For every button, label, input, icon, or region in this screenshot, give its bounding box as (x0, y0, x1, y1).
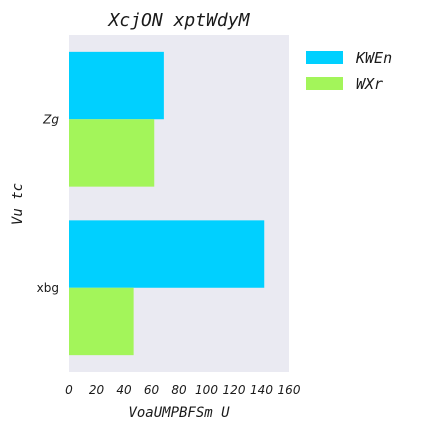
bar-WXr-xbg (69, 287, 134, 356)
x-tick-label: 140 (250, 383, 273, 397)
x-tick-label: 60 (144, 383, 160, 397)
y-axis-label: Vu tc (10, 183, 26, 225)
chart-title: XcjON xptWdyM (107, 10, 251, 31)
legend-swatch-KWEn (306, 51, 343, 64)
bar-KWEn-Zg (69, 51, 164, 120)
bar-KWEn-xbg (69, 220, 265, 288)
x-tick-label: 160 (278, 383, 301, 397)
legend-label-WXr: WXr (356, 75, 383, 93)
x-tick-label: 120 (223, 383, 246, 397)
x-tick-label: 80 (171, 383, 187, 397)
legend-swatch-WXr (306, 77, 343, 90)
bars-layer (69, 51, 265, 356)
y-tick-label: Zg (42, 112, 59, 126)
y-tick-label: xbg (37, 281, 59, 295)
legend: KWEn WXr (306, 49, 392, 93)
legend-label-KWEn: KWEn (355, 49, 392, 67)
x-tick-label: 20 (89, 383, 105, 397)
y-tick-labels: Zg xbg (37, 112, 60, 295)
x-tick-label: 0 (65, 383, 73, 397)
x-tick-labels: 0 20 40 60 80 100 120 140 160 (65, 383, 301, 397)
x-axis-label: VoaUMPBFSm U (128, 405, 230, 421)
bar-WXr-Zg (69, 119, 155, 187)
x-tick-label: 40 (116, 383, 132, 397)
x-tick-label: 100 (195, 383, 218, 397)
